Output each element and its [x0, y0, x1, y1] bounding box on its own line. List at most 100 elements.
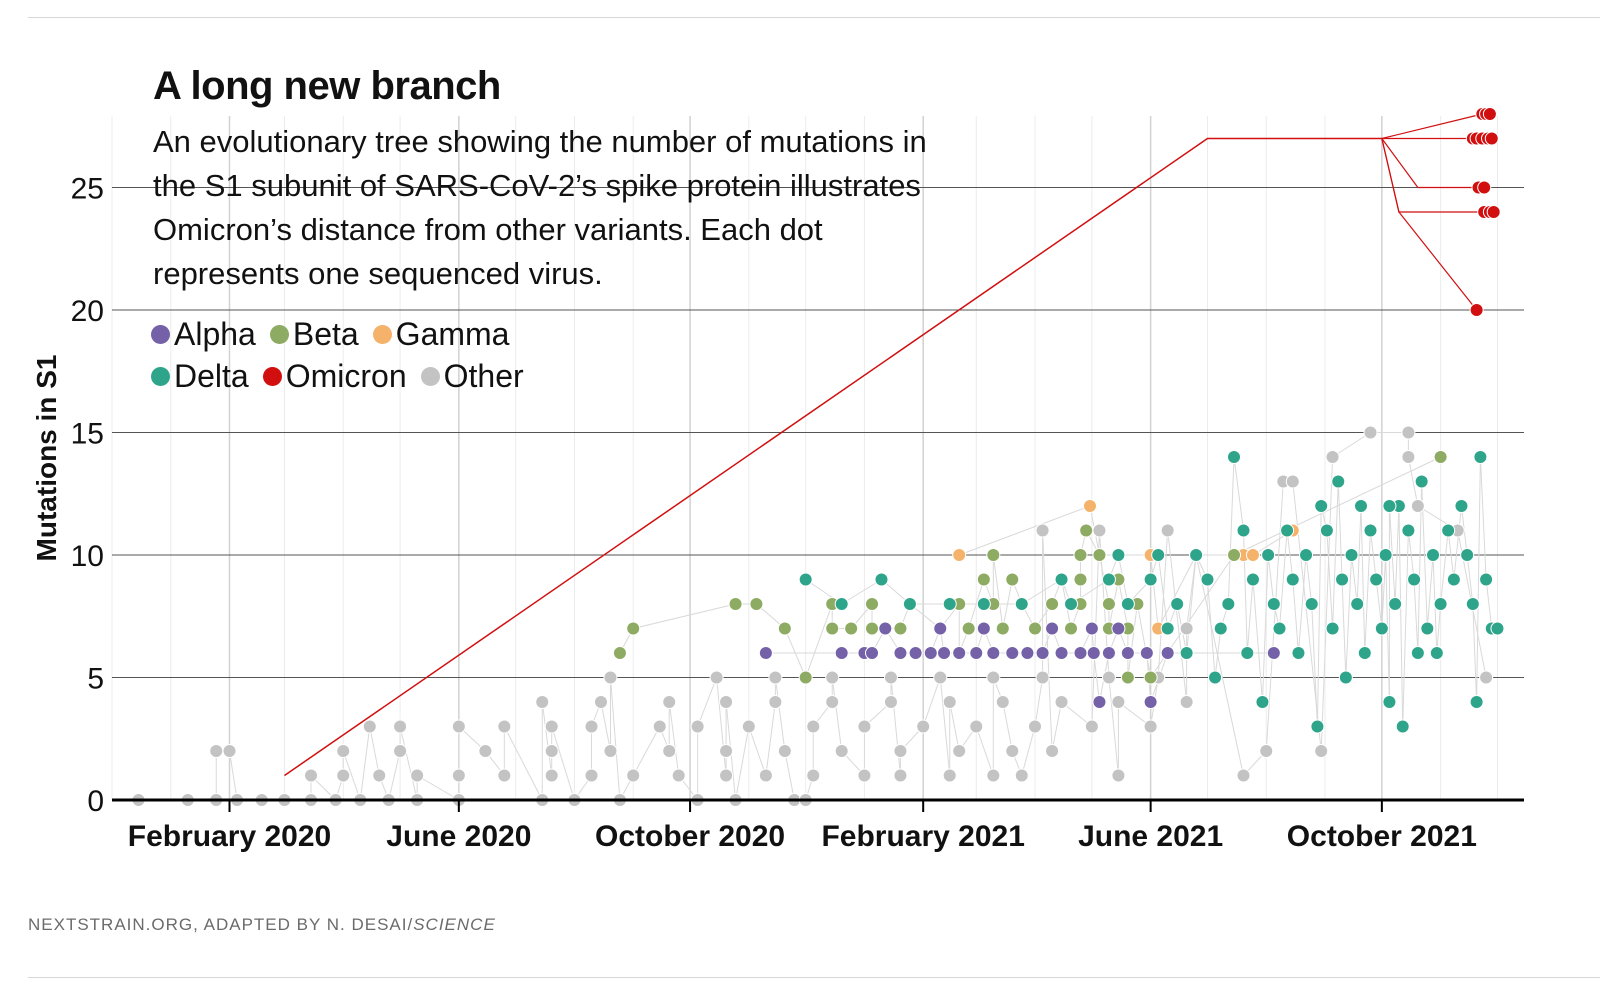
- dot-gamma: [1245, 548, 1260, 562]
- branch-line: [1150, 554, 1235, 678]
- branch-line: [1286, 530, 1294, 580]
- source-publication: SCIENCE: [413, 915, 496, 934]
- dot-other: [652, 719, 667, 734]
- dot-other: [393, 719, 408, 734]
- dot-delta: [1344, 548, 1359, 562]
- dot-alpha: [1111, 621, 1126, 636]
- dot-delta: [1189, 548, 1204, 562]
- dot-alpha: [834, 646, 849, 660]
- dot-other: [883, 670, 898, 685]
- dot-other: [1035, 523, 1050, 538]
- y-axis-label: Mutations in S1: [31, 355, 62, 562]
- branch-line: [992, 554, 1004, 629]
- dot-other: [857, 719, 872, 734]
- dot-other: [544, 744, 559, 758]
- legend-label-alpha: Alpha: [174, 315, 256, 352]
- dot-delta: [1170, 597, 1185, 611]
- dot-other: [1401, 425, 1416, 440]
- dot-delta: [1479, 572, 1494, 587]
- dot-omicron: [1486, 205, 1501, 219]
- branch-line: [784, 750, 795, 801]
- dot-other: [544, 768, 559, 783]
- legend: Alpha Beta Gamma Delta Omicron Other: [151, 313, 538, 397]
- dot-gamma: [1082, 499, 1097, 513]
- dot-delta: [1414, 474, 1429, 489]
- dot-alpha: [1120, 646, 1135, 660]
- bottom-rule: [28, 977, 1600, 978]
- dot-alpha: [1266, 646, 1281, 660]
- dot-delta: [1454, 499, 1469, 513]
- branch-line: [1186, 554, 1197, 629]
- dot-other: [1179, 695, 1194, 709]
- dot-other: [336, 768, 351, 783]
- dot-beta: [844, 621, 859, 636]
- x-tick-label: June 2021: [1078, 820, 1223, 853]
- branch-line: [1292, 481, 1322, 752]
- dot-alpha: [1073, 646, 1088, 660]
- branch-line: [1233, 456, 1244, 531]
- dot-other: [1479, 670, 1494, 685]
- dot-delta: [1388, 597, 1403, 611]
- branch-line: [1206, 579, 1216, 678]
- branch-line: [609, 677, 621, 801]
- dot-delta: [1429, 646, 1444, 660]
- branch-line: [1476, 456, 1481, 703]
- dot-delta: [902, 597, 917, 611]
- dot-other: [662, 695, 677, 709]
- dot-other: [497, 768, 512, 783]
- branch-line: [1167, 530, 1188, 703]
- dot-beta: [1433, 450, 1448, 464]
- dot-alpha: [908, 646, 923, 660]
- x-tick-label: February 2021: [821, 820, 1024, 853]
- dot-beta: [626, 621, 641, 636]
- dot-beta: [1005, 572, 1020, 587]
- dot-other: [1160, 523, 1175, 538]
- branch-line: [1479, 456, 1487, 580]
- dot-delta: [942, 597, 957, 611]
- dot-delta: [834, 597, 849, 611]
- branch-line: [342, 750, 361, 801]
- branch-line: [1341, 579, 1347, 678]
- branch-line: [1375, 579, 1383, 629]
- branch-line: [1332, 432, 1371, 458]
- dot-other: [393, 744, 408, 758]
- branch-line: [668, 701, 680, 776]
- dot-other: [372, 768, 387, 783]
- branch-line: [939, 677, 951, 776]
- dot-beta: [612, 646, 627, 660]
- branch-line: [1227, 456, 1235, 605]
- branch-line: [1267, 554, 1275, 605]
- dot-other: [209, 744, 224, 758]
- dot-delta: [1111, 548, 1126, 562]
- branch-line: [716, 677, 727, 776]
- dot-other: [758, 768, 773, 783]
- dot-other: [593, 695, 608, 709]
- branch-line: [600, 701, 611, 752]
- dot-delta: [1490, 621, 1505, 636]
- dot-beta: [1064, 621, 1079, 636]
- branch-line: [1195, 554, 1244, 776]
- dot-delta: [1245, 572, 1260, 587]
- dot-other: [1143, 719, 1158, 734]
- dot-delta: [1460, 548, 1475, 562]
- branch-line: [1157, 554, 1197, 629]
- legend-swatch-beta: [269, 324, 289, 344]
- dot-other: [1092, 523, 1107, 538]
- branch-line: [1186, 554, 1197, 654]
- dot-delta: [1395, 719, 1410, 734]
- branch-line: [541, 701, 553, 776]
- branch-line: [1021, 726, 1036, 776]
- legend-label-omicron: Omicron: [285, 357, 407, 394]
- dot-beta: [825, 621, 840, 636]
- branch-line: [1292, 579, 1299, 654]
- dot-other: [1111, 768, 1126, 783]
- branch-line: [1305, 554, 1313, 605]
- dot-delta: [1291, 646, 1306, 660]
- y-tick-label: 0: [87, 785, 104, 818]
- dot-delta: [1319, 523, 1334, 538]
- dot-delta: [1151, 548, 1166, 562]
- dot-delta: [1200, 572, 1215, 587]
- dot-other: [603, 744, 618, 758]
- legend-item-delta: Delta: [151, 358, 249, 395]
- dot-beta: [1028, 621, 1043, 636]
